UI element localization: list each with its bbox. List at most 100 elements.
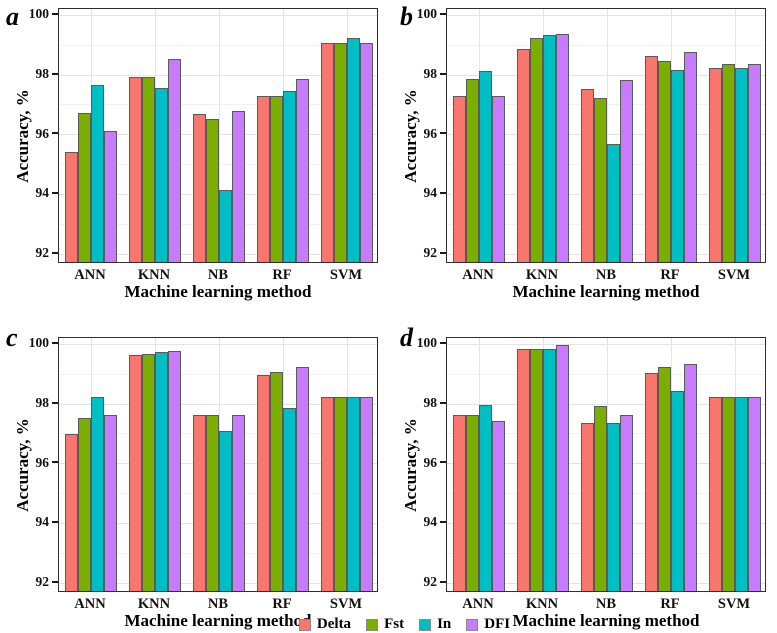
bar-dfi-nb — [232, 111, 245, 262]
bar-dfi-rf — [684, 364, 697, 591]
bar-fst-ann — [466, 415, 479, 591]
y-tick-label-96: 96 — [423, 125, 438, 141]
bar-in-rf — [283, 407, 296, 591]
y-axis-title: Accuracy, % — [401, 88, 420, 183]
y-axis-title: Accuracy, % — [13, 417, 32, 512]
x-tick-label-knn: KNN — [137, 596, 171, 612]
bar-delta-rf — [645, 373, 658, 591]
y-tick-label-98: 98 — [35, 395, 50, 411]
bar-fst-nb — [594, 406, 607, 591]
gridline-major-y98 — [447, 74, 765, 76]
x-tick-label-rf: RF — [272, 267, 292, 283]
y-tick-mark-96 — [440, 461, 446, 464]
x-tick-label-svm: SVM — [717, 596, 751, 612]
bar-in-ann — [91, 397, 104, 591]
bar-dfi-knn — [556, 33, 569, 262]
y-tick-mark-94 — [440, 191, 446, 194]
bar-dfi-knn — [168, 59, 181, 262]
bar-fst-knn — [530, 38, 543, 262]
bar-in-rf — [671, 391, 684, 591]
legend-label-fst: Fst — [384, 616, 405, 632]
y-tick-label-92: 92 — [423, 245, 438, 261]
gridline-minor-y97 — [59, 104, 377, 106]
bar-in-ann — [479, 71, 492, 262]
y-tick-mark-96 — [52, 461, 58, 464]
gridline-major-x-nb — [219, 9, 220, 262]
x-tick-label-knn: KNN — [525, 596, 559, 612]
bar-delta-rf — [257, 374, 270, 591]
bar-dfi-svm — [748, 63, 761, 262]
y-tick-label-98: 98 — [423, 66, 438, 82]
bar-delta-nb — [193, 415, 206, 591]
y-tick-label-96: 96 — [35, 125, 50, 141]
bar-in-nb — [219, 431, 232, 591]
bar-fst-ann — [78, 418, 91, 591]
x-axis-title: Machine learning method — [124, 282, 312, 301]
bar-fst-svm — [722, 397, 735, 591]
x-tick-label-ann: ANN — [74, 267, 106, 283]
bar-dfi-svm — [360, 397, 373, 591]
gridline-major-y100 — [59, 343, 377, 345]
x-tick-label-knn: KNN — [525, 267, 559, 283]
panel-letter-a: a — [6, 2, 19, 31]
bar-delta-ann — [453, 415, 466, 591]
bar-in-ann — [91, 84, 104, 262]
y-tick-mark-94 — [52, 191, 58, 194]
bar-dfi-nb — [620, 80, 633, 262]
y-tick-mark-100 — [440, 12, 446, 15]
bar-delta-knn — [517, 349, 530, 591]
x-tick-label-rf: RF — [660, 267, 680, 283]
bar-fst-rf — [658, 60, 671, 262]
x-tick-label-nb: NB — [595, 596, 617, 612]
bar-dfi-ann — [492, 96, 505, 262]
bar-dfi-nb — [620, 415, 633, 591]
y-tick-mark-98 — [440, 72, 446, 75]
bar-fst-rf — [270, 96, 283, 262]
bar-dfi-knn — [556, 344, 569, 591]
gridline-major-y100 — [447, 14, 765, 16]
bar-delta-nb — [581, 422, 594, 591]
legend-item-delta: Delta — [298, 616, 352, 633]
x-tick-label-ann: ANN — [74, 596, 106, 612]
x-tick-label-svm: SVM — [329, 596, 363, 612]
legend-item-dfi: DFI — [466, 616, 510, 633]
bar-delta-svm — [321, 397, 334, 591]
y-axis-title: Accuracy, % — [401, 417, 420, 512]
y-tick-label-94: 94 — [35, 185, 50, 201]
plot-area-d — [446, 337, 766, 592]
gridline-major-y98 — [447, 403, 765, 405]
bar-in-svm — [347, 397, 360, 591]
bar-delta-ann — [453, 96, 466, 262]
bar-fst-nb — [206, 415, 219, 591]
y-tick-label-96: 96 — [423, 454, 438, 470]
x-tick-label-nb: NB — [207, 267, 229, 283]
bar-fst-nb — [206, 118, 219, 262]
legend-label-dfi: DFI — [484, 616, 511, 632]
y-tick-label-98: 98 — [35, 66, 50, 82]
gridline-minor-y99 — [59, 373, 377, 375]
y-tick-label-92: 92 — [35, 245, 50, 261]
plot-area-c — [58, 337, 378, 592]
bar-in-knn — [543, 35, 556, 262]
y-tick-label-98: 98 — [423, 395, 438, 411]
bar-in-svm — [347, 38, 360, 262]
bar-in-rf — [671, 69, 684, 262]
bar-in-nb — [219, 190, 232, 262]
bar-dfi-rf — [684, 51, 697, 262]
bar-dfi-ann — [104, 130, 117, 262]
bar-fst-svm — [722, 63, 735, 262]
x-axis-title: Machine learning method — [124, 611, 312, 630]
bar-dfi-rf — [296, 367, 309, 591]
gridline-minor-y99 — [447, 373, 765, 375]
gridline-major-y98 — [59, 74, 377, 76]
bar-delta-knn — [129, 355, 142, 591]
x-axis-title: Machine learning method — [512, 611, 700, 630]
bar-in-nb — [607, 422, 620, 591]
legend-item-fst: Fst — [366, 616, 404, 633]
bar-delta-nb — [193, 114, 206, 262]
bar-in-rf — [283, 90, 296, 262]
y-tick-label-94: 94 — [423, 514, 438, 530]
x-tick-label-svm: SVM — [329, 267, 363, 283]
bar-delta-rf — [257, 96, 270, 262]
legend-label-delta: Delta — [316, 616, 352, 632]
